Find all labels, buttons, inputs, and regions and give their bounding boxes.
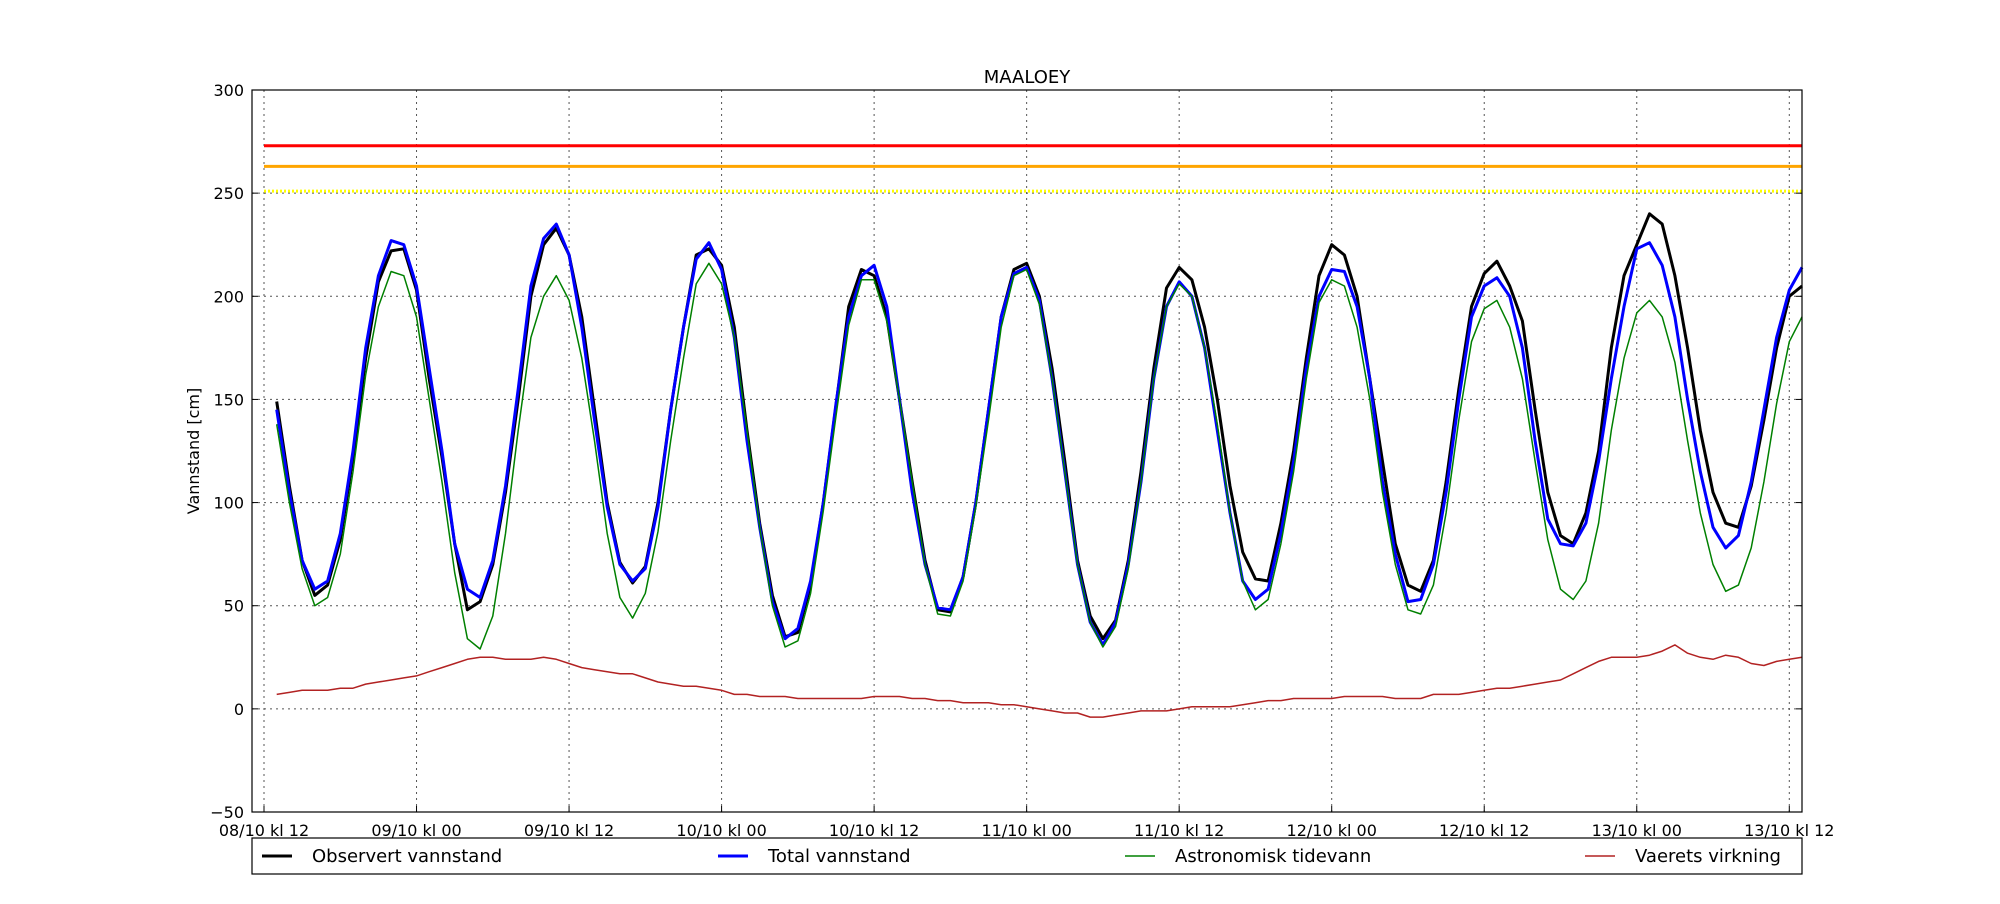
legend-label: Total vannstand — [767, 846, 911, 867]
y-tick-label: 0 — [234, 700, 244, 719]
legend-box — [251, 837, 1803, 875]
legend: Observert vannstand Total vannstand Astron… — [251, 837, 1803, 875]
legend-label: Observert vannstand — [312, 846, 502, 867]
series-lines — [275, 212, 1804, 718]
legend-label: Vaerets virkning — [1635, 846, 1781, 867]
series-line-astronomisk-tidevann — [275, 262, 1803, 650]
x-tick-label: 11/10 kl 12 — [1134, 821, 1224, 840]
series-line-vaerets-virkning — [276, 644, 1803, 718]
x-tick-label: 10/10 kl 00 — [676, 821, 766, 840]
chart-title: MAALOEY — [984, 67, 1072, 88]
x-tick-label: 12/10 kl 00 — [1287, 821, 1377, 840]
y-tick-label: 50 — [224, 597, 244, 616]
y-tick-label: 150 — [213, 390, 244, 409]
x-tick-label: 13/10 kl 00 — [1592, 821, 1682, 840]
series-line-total-vannstand — [275, 222, 1804, 647]
x-tick-label: 09/10 kl 12 — [524, 821, 614, 840]
y-tick-label: −50 — [210, 803, 244, 822]
x-tick-labels: 08/10 kl 12 09/10 kl 00 09/10 kl 12 10/10 k… — [219, 821, 1835, 840]
y-tick-label: 250 — [213, 184, 244, 203]
grid-lines — [252, 89, 1802, 813]
x-tick-label: 10/10 kl 12 — [829, 821, 919, 840]
x-tick-label: 08/10 kl 12 — [219, 821, 309, 840]
threshold-lines — [264, 144, 1802, 193]
y-tick-label: 100 — [213, 494, 244, 513]
x-tick-label: 11/10 kl 00 — [981, 821, 1071, 840]
series-line-observert-vannstand — [275, 212, 1803, 641]
y-tick-label: 200 — [213, 287, 244, 306]
y-tick-labels: −50 0 50 100 150 200 250 300 — [210, 81, 244, 822]
x-tick-label: 13/10 kl 12 — [1744, 821, 1834, 840]
x-tick-label: 09/10 kl 00 — [371, 821, 461, 840]
plot-frame — [251, 89, 1803, 813]
y-axis-label: Vannstand [cm] — [184, 388, 203, 514]
legend-label: Astronomisk tidevann — [1175, 846, 1371, 867]
y-tick-label: 300 — [213, 81, 244, 100]
x-tick-label: 12/10 kl 12 — [1439, 821, 1529, 840]
